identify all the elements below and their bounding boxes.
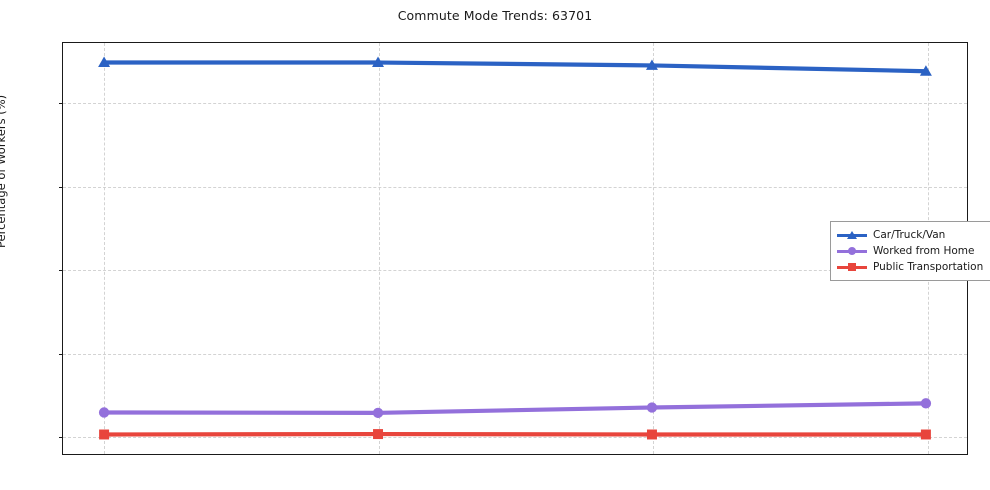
legend-item-worked-from-home[interactable]: Worked from Home (837, 243, 983, 259)
data-point-marker (920, 429, 931, 440)
legend-item-public-transportation[interactable]: Public Transportation (837, 259, 983, 275)
y-axis-label: Percentage of Workers (%) (0, 94, 8, 248)
gridline-vertical (653, 43, 655, 454)
data-point-marker (372, 56, 385, 67)
data-point-marker (919, 65, 932, 76)
series-line (101, 401, 929, 415)
series-public-transportation (99, 429, 931, 440)
y-axis-tick-mark (59, 186, 63, 188)
legend-swatch-car-truck-van (837, 229, 867, 241)
legend-swatch-worked-from-home (837, 245, 867, 257)
legend-label-worked-from-home: Worked from Home (873, 244, 975, 257)
series-car-truck-van (98, 56, 932, 76)
data-point-marker (99, 429, 110, 440)
chart-title: Commute Mode Trends: 63701 (397, 8, 593, 23)
legend-swatch-public-transportation (837, 261, 867, 273)
legend-item-car-truck-van[interactable]: Car/Truck/Van (837, 227, 983, 243)
legend-label-car-truck-van: Car/Truck/Van (873, 228, 946, 241)
series-worked-from-home (98, 398, 932, 419)
series-layer (98, 56, 932, 440)
series-line (101, 60, 929, 74)
triangle-marker-icon (847, 231, 857, 239)
data-point-marker (646, 429, 657, 440)
data-point-marker (98, 56, 111, 67)
square-marker-icon (848, 263, 856, 271)
gridline-vertical (378, 43, 380, 454)
gridline-horizontal (63, 270, 967, 272)
gridline-horizontal (63, 103, 967, 105)
data-point-marker (373, 429, 384, 440)
gridline-vertical (104, 43, 106, 454)
gridline-horizontal (63, 437, 967, 439)
plot-area: 2021202220232024 (59, 42, 968, 455)
y-axis-tick-mark (59, 103, 63, 105)
circle-marker-icon (848, 247, 856, 255)
data-point-marker (646, 402, 658, 413)
y-axis-tick-mark (59, 437, 63, 439)
data-point-marker (645, 59, 658, 70)
legend-label-public-transportation: Public Transportation (873, 260, 984, 273)
chart-legend: Car/Truck/Van Worked from Home Public Tr… (830, 221, 990, 281)
data-point-marker (98, 407, 110, 418)
gridline-horizontal (63, 186, 967, 188)
data-point-marker (372, 407, 384, 419)
data-point-marker (920, 398, 932, 409)
y-axis-tick-mark (59, 270, 63, 272)
gridline-horizontal (63, 353, 967, 355)
y-axis-tick-mark (59, 353, 63, 355)
